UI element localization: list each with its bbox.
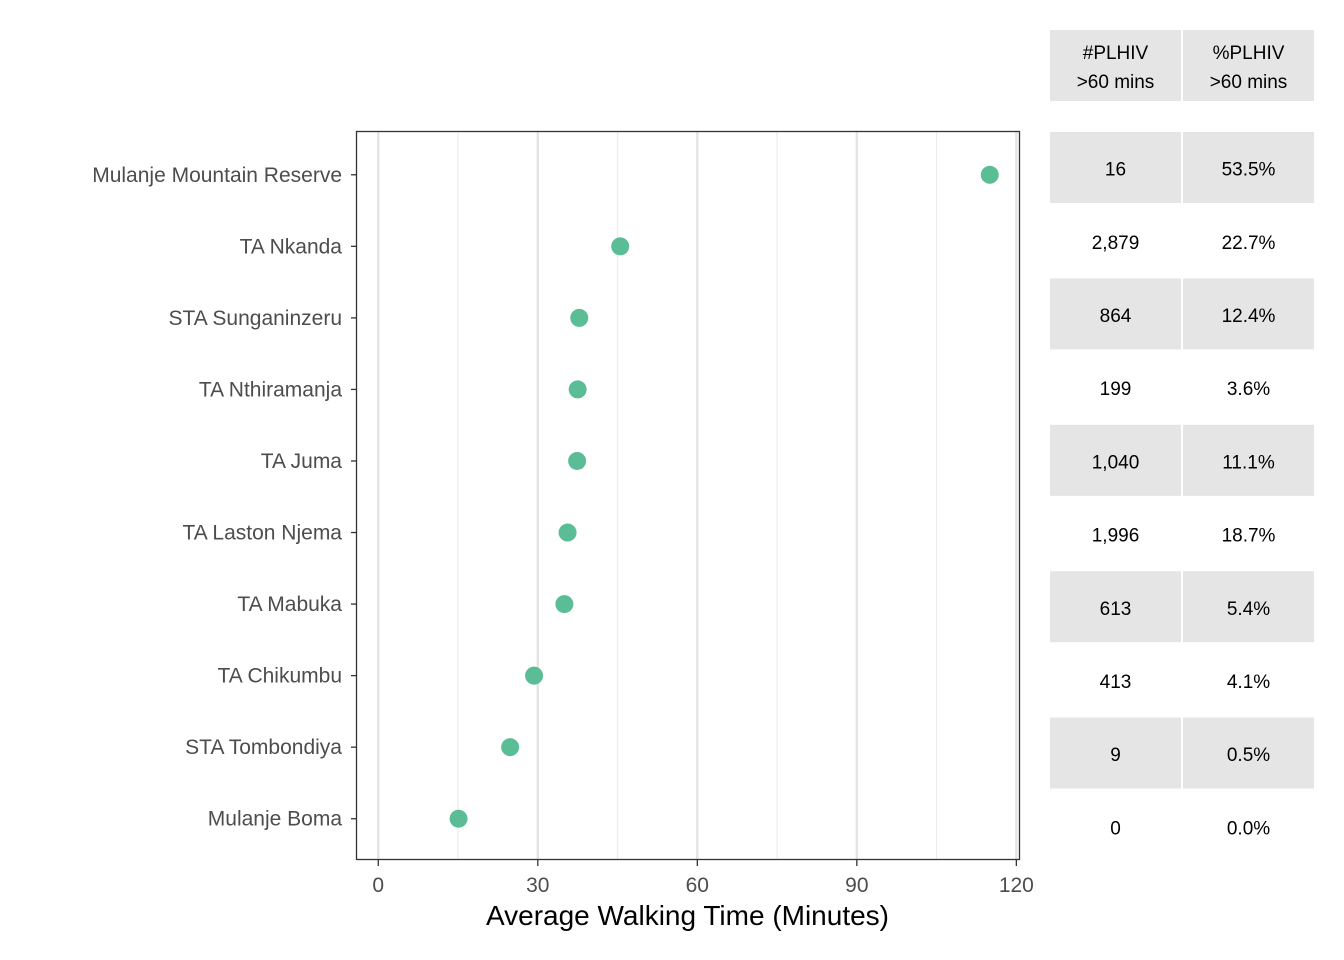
table-cell: 0 <box>1110 818 1121 839</box>
table-cell: 11.1% <box>1222 452 1275 473</box>
table-cell: 1,040 <box>1092 452 1140 473</box>
x-tick-label: 60 <box>686 874 709 897</box>
data-point <box>611 237 630 256</box>
table-row-shade <box>1183 278 1314 350</box>
data-points <box>449 165 999 828</box>
x-tick-label: 120 <box>999 874 1034 897</box>
data-point <box>980 165 999 184</box>
y-tick-label: STA Tombondiya <box>185 736 342 759</box>
y-tick-label: TA Nkanda <box>240 235 343 258</box>
table-row-shade <box>1050 132 1181 203</box>
table-cell: 18.7% <box>1222 526 1276 547</box>
table-cell: 413 <box>1100 672 1132 693</box>
data-point <box>449 809 468 828</box>
table-row-shade <box>1050 424 1181 496</box>
table-header-line1: %PLHIV <box>1213 43 1285 64</box>
data-point <box>558 523 577 542</box>
data-point <box>501 738 520 757</box>
table-cell: 4.1% <box>1227 672 1270 693</box>
table-header-cell <box>1050 30 1181 101</box>
y-tick-label: TA Laston Njema <box>182 522 342 545</box>
x-tick-label: 0 <box>372 874 384 897</box>
table-cell: 0.5% <box>1227 745 1270 766</box>
table-cell: 0.0% <box>1227 818 1270 839</box>
x-tick-label: 30 <box>526 874 549 897</box>
grid-lines <box>377 132 1018 860</box>
table-cell: 199 <box>1100 379 1132 400</box>
table-header-cell <box>1183 30 1314 101</box>
table-cell: 864 <box>1100 306 1132 327</box>
data-point <box>555 595 574 614</box>
table-cell: 16 <box>1105 160 1126 181</box>
table-cell: 3.6% <box>1227 379 1270 400</box>
table-header-line2: >60 mins <box>1210 72 1288 93</box>
table-row-shade <box>1183 132 1314 203</box>
table-header-line1: #PLHIV <box>1083 43 1149 64</box>
table-row-shade <box>1050 278 1181 350</box>
table-row-shade <box>1050 717 1181 789</box>
plhiv-table: #PLHIV >60 mins %PLHIV >60 mins 16 53.5% 2,879… <box>1050 30 1314 839</box>
data-point <box>568 380 587 399</box>
y-tick-label: STA Sunganinzeru <box>168 307 342 330</box>
x-axis: 0 30 60 90 120 <box>372 860 1034 897</box>
y-tick-label: TA Nthiramanja <box>199 378 342 401</box>
table-cell: 22.7% <box>1222 233 1276 254</box>
y-tick-label: TA Juma <box>261 450 343 473</box>
plot-panel-border <box>355 130 1021 861</box>
y-tick-label: TA Mabuka <box>237 593 342 616</box>
table-cell: 12.4% <box>1222 306 1276 327</box>
y-tick-label: TA Chikumbu <box>218 665 343 688</box>
table-cell: 5.4% <box>1227 599 1270 620</box>
table-row-shade <box>1183 717 1314 789</box>
data-point <box>568 451 587 470</box>
table-row-shade <box>1183 424 1314 496</box>
table-cell: 613 <box>1100 599 1132 620</box>
table-cell: 1,996 <box>1092 526 1140 547</box>
table-cell: 9 <box>1110 745 1121 766</box>
table-cell: 53.5% <box>1222 160 1276 181</box>
table-cell: 2,879 <box>1092 233 1140 254</box>
y-axis: Mulanje Mountain Reserve TA Nkanda STA Sun… <box>92 164 357 831</box>
x-axis-title: Average Walking Time (Minutes) <box>486 900 889 931</box>
table-header-line2: >60 mins <box>1077 72 1155 93</box>
y-tick-label: Mulanje Mountain Reserve <box>92 164 342 187</box>
table-row-shade <box>1050 571 1181 643</box>
data-point <box>570 308 589 327</box>
data-point <box>525 666 544 685</box>
y-tick-label: Mulanje Boma <box>208 808 343 831</box>
x-tick-label: 90 <box>845 874 868 897</box>
table-row-shade <box>1183 571 1314 643</box>
